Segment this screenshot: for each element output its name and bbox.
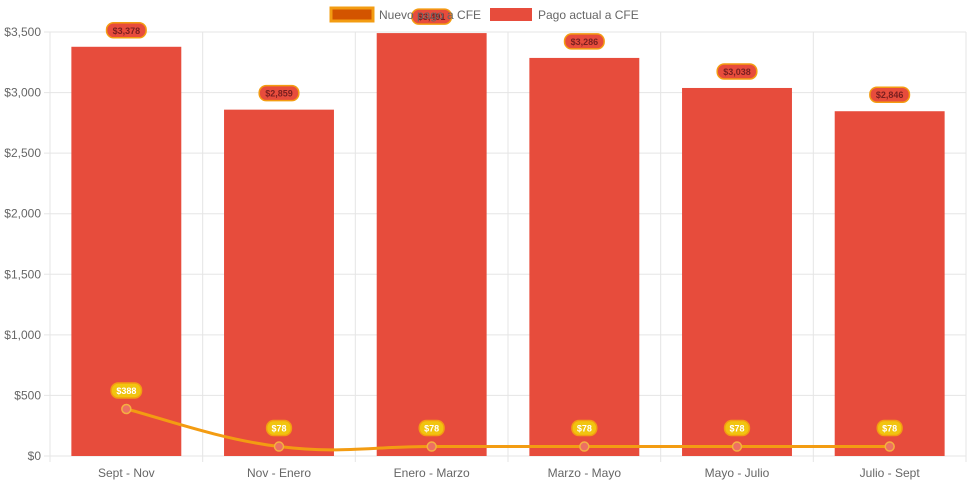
bar-data-label: $3,038	[723, 67, 751, 77]
x-tick-label: Nov - Enero	[247, 466, 311, 480]
y-tick-label: $1,500	[4, 267, 41, 281]
legend: Nuevo pago a CFE Pago actual a CFE	[329, 6, 639, 23]
line-point	[731, 441, 743, 452]
legend-swatch-bar	[490, 8, 532, 21]
line-data-label: $388	[116, 386, 136, 396]
legend-label-line: Nuevo pago a CFE	[379, 8, 481, 22]
line-data-label: $78	[424, 424, 439, 434]
legend-label-bar: Pago actual a CFE	[538, 8, 639, 22]
line-data-label: $78	[271, 424, 286, 434]
line-label-badge	[723, 419, 751, 437]
line-data-label: $78	[729, 424, 744, 434]
bar	[224, 109, 334, 456]
bar-label-badge	[411, 8, 453, 25]
line-path	[125, 407, 890, 452]
y-tick-label: $0	[28, 449, 42, 463]
bar-data-label: $3,286	[571, 37, 599, 47]
bar-label-badge	[258, 84, 300, 102]
bar-data-label: $3,491	[418, 12, 446, 22]
bar	[529, 57, 640, 457]
line-label-badge	[110, 382, 143, 399]
bar-data-label: $2,859	[265, 89, 293, 99]
bar-label-badge	[869, 86, 911, 103]
line-label-badge	[265, 419, 293, 437]
bar-label-badge	[716, 63, 758, 80]
y-tick-label: $3,500	[4, 25, 41, 39]
line-label-badge	[418, 419, 445, 437]
line-point	[579, 441, 590, 452]
x-tick-label: Enero - Marzo	[394, 466, 470, 480]
line-data-labels: $388 $78 $78 $78 $78 $78	[110, 382, 903, 437]
x-tick-label: Sept - Nov	[98, 466, 155, 480]
legend-item-bar[interactable]: Pago actual a CFE	[490, 8, 639, 22]
y-tick-label: $3,000	[4, 86, 41, 100]
bar-label-badge	[105, 22, 147, 39]
y-tick-label: $2,000	[4, 207, 41, 221]
bar-data-label: $2,846	[876, 90, 904, 100]
bar-label-badge	[563, 33, 605, 50]
legend-swatch-line	[329, 6, 375, 23]
axes: $0 $500 $1,000 $1,500 $2,000 $2,500 $3,000 $3,5…	[4, 25, 920, 480]
line-point	[273, 441, 285, 452]
legend-item-line[interactable]: Nuevo pago a CFE	[329, 6, 481, 23]
line-point	[121, 403, 132, 415]
y-tick-label: $2,500	[4, 146, 41, 160]
bar-data-labels: $3,378 $2,859 $3,491 $3,286 $3,038 $2,846	[105, 8, 911, 103]
bar-data-label: $3,378	[113, 26, 141, 36]
x-tick-label: Mayo - Julio	[705, 466, 770, 480]
grid-lines	[44, 31, 967, 462]
bar	[376, 33, 487, 457]
line-point	[426, 441, 437, 452]
line-label-badge	[876, 419, 903, 437]
line-series	[121, 403, 895, 452]
y-tick-label: $1,000	[4, 328, 41, 342]
line-label-badge	[571, 419, 598, 437]
bar-series	[71, 33, 945, 457]
x-tick-label: Julio - Sept	[860, 466, 921, 480]
line-point	[884, 441, 895, 452]
line-data-label: $78	[577, 424, 592, 434]
x-tick-label: Marzo - Mayo	[548, 466, 622, 480]
bar	[682, 87, 792, 456]
bar	[834, 111, 945, 457]
line-data-label: $78	[882, 424, 897, 434]
y-tick-label: $500	[14, 388, 41, 402]
